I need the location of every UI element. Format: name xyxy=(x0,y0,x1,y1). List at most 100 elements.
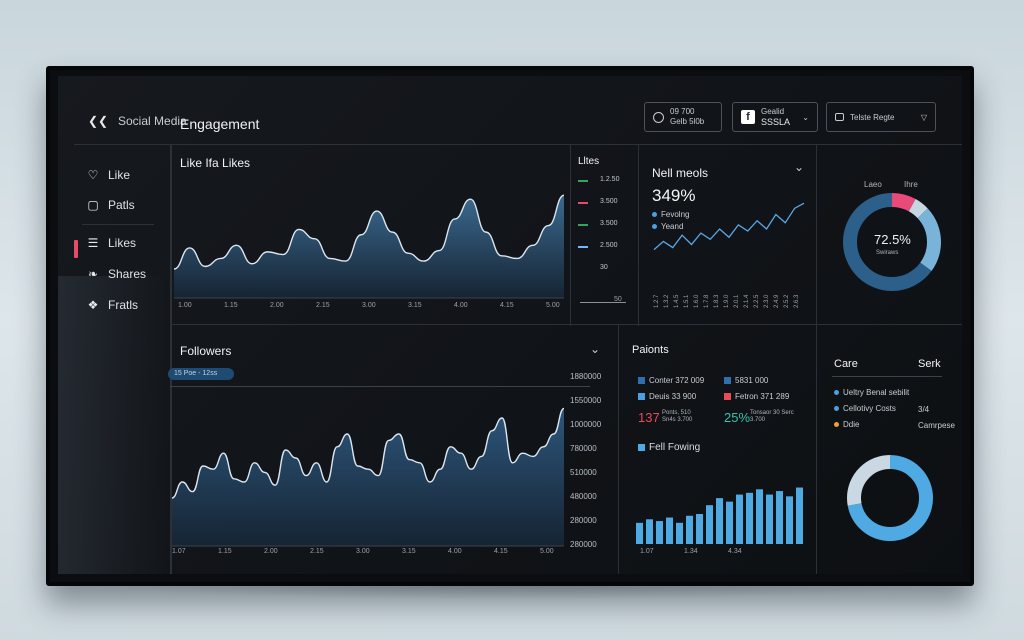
y-tick-label: 280000 xyxy=(570,540,597,549)
sidebar-separator xyxy=(82,224,154,225)
points-big-left-sub: Ponts, 510 Sn4s 3.700 xyxy=(662,410,693,423)
legend-footer: 50 xyxy=(614,296,622,303)
legend-square xyxy=(638,393,645,400)
chevron-down-icon[interactable]: ⌄ xyxy=(590,342,601,356)
followers-separator xyxy=(170,386,590,387)
legend-square xyxy=(724,393,731,400)
legend-value: 3.500 xyxy=(600,198,618,205)
followers-filter-pill[interactable]: 15 Poe - 12ss xyxy=(168,368,234,380)
follow-bar-chart xyxy=(636,487,803,544)
x-tick-label: 4.15 xyxy=(500,302,514,309)
metric-vertical-label: 1.3.2 xyxy=(664,294,670,308)
metric-vertical-label: 1.5.1 xyxy=(684,294,690,308)
legend-swatch xyxy=(578,246,588,248)
points-text: 5831 000 xyxy=(735,376,769,385)
x-tick-label: 4.15 xyxy=(494,548,508,555)
points-row-1-left: Conter 372 009 xyxy=(638,376,704,385)
care-item-label: Ueltry Benal sebilit xyxy=(843,388,910,397)
follow-bar xyxy=(706,505,713,544)
followers-panel-title: Followers xyxy=(180,344,232,358)
x-tick-label: 1.00 xyxy=(178,302,192,309)
pin-icon: ▽ xyxy=(920,112,927,122)
legend-label: Yeand xyxy=(661,222,684,231)
brand[interactable]: ❮❮ Social Media Engagement xyxy=(88,112,259,132)
legend-value: 3.500 xyxy=(600,220,618,227)
col-divider-1 xyxy=(570,144,571,326)
sidebar-divider xyxy=(170,144,172,574)
header-stat-value: 09 700 xyxy=(670,107,695,116)
sidebar-item-label: Likes xyxy=(108,236,137,250)
bars-icon: ☰ xyxy=(87,236,99,250)
care-list-item: Ddie xyxy=(834,420,859,429)
header-divider xyxy=(74,144,962,145)
points-row-1-right: 5831 000 xyxy=(724,376,768,385)
sidebar-item-likes[interactable]: ☰ Likes xyxy=(86,236,136,250)
donut-center-label: Swiraws xyxy=(876,250,899,256)
donut-label-left: Laeo xyxy=(864,180,882,189)
x-tick-label: 2.00 xyxy=(270,302,284,309)
care-separator xyxy=(832,376,942,377)
follow-bar xyxy=(746,492,753,544)
legend-square xyxy=(638,377,645,384)
account-value: SSSLA xyxy=(761,117,791,127)
metric-vertical-label: 2.3.0 xyxy=(764,294,770,308)
legend-value: 1.2.50 xyxy=(600,176,620,183)
care-item-label: Ddie xyxy=(843,420,860,429)
legend-swatch xyxy=(578,202,588,204)
x-tick-label: 2.15 xyxy=(316,302,330,309)
sidebar-item-fratls[interactable]: ❖ Fratls xyxy=(86,298,138,312)
donut-label-right: Ihre xyxy=(904,180,918,189)
donut-segment xyxy=(843,193,941,291)
legend-square xyxy=(638,444,645,451)
follow-bar xyxy=(676,522,683,544)
care-list-item: Ueltry Benal sebilit xyxy=(834,388,909,397)
points-row-2-left: Deuis 33 900 xyxy=(638,392,696,401)
care-item-value: 3/4 xyxy=(918,405,930,414)
likes-legend-title: Lltes xyxy=(578,156,600,167)
metric-vertical-label: 1.6.0 xyxy=(694,294,700,308)
sidebar-item-label: Patls xyxy=(108,198,135,212)
x-tick-label: 4.00 xyxy=(454,302,468,309)
sidebar-item-label: Shares xyxy=(108,267,147,281)
care-item-value: Camrpese xyxy=(918,421,955,430)
series-line xyxy=(173,194,565,270)
x-tick-label: 3.15 xyxy=(408,302,422,309)
points-big-left: 137 xyxy=(638,410,660,425)
follow-bar xyxy=(726,501,733,544)
x-tick-label: 1.15 xyxy=(224,302,238,309)
header-stat-box[interactable]: 09 700 Gelb 5l0b xyxy=(644,102,722,132)
follow-bar xyxy=(786,496,793,544)
sidebar-item-patls[interactable]: ▢ Patls xyxy=(86,198,135,212)
account-select[interactable]: f Gealid SSSLA ⌄ xyxy=(732,102,818,132)
metric-value: 349% xyxy=(652,186,696,205)
clock-icon xyxy=(653,111,664,123)
chevron-down-icon: ⌄ xyxy=(802,112,809,122)
follow-bar xyxy=(736,494,743,544)
active-indicator xyxy=(74,240,78,258)
metric-vertical-label: 1.9.0 xyxy=(724,294,730,308)
y-tick-label: 280000 xyxy=(570,516,597,525)
donut-segment xyxy=(847,455,933,541)
x-tick-label: 3.15 xyxy=(402,548,416,555)
sidebar-item-like[interactable]: ♡ Like xyxy=(86,168,130,182)
x-tick-label: 4.34 xyxy=(728,548,742,555)
legend-dot xyxy=(652,212,657,217)
care-panel-title-right: Serk xyxy=(918,358,941,370)
legend-dot xyxy=(652,224,657,229)
points-row-2-right: Fetron 371 289 xyxy=(724,392,789,401)
row-divider xyxy=(170,324,962,325)
bag-icon: ▢ xyxy=(87,198,99,212)
metric-vertical-label: 2.4.9 xyxy=(774,294,780,308)
care-panel-title: Care xyxy=(834,358,858,370)
series-line xyxy=(171,407,565,499)
sidebar-item-shares[interactable]: ❧ Shares xyxy=(86,267,146,281)
legend-dot xyxy=(834,390,839,395)
dashboard-screen: ❮❮ Social Media Engagement 09 700 Gelb 5… xyxy=(58,76,962,574)
legend-baseline xyxy=(580,302,626,303)
chevron-down-icon[interactable]: ⌄ xyxy=(794,160,805,174)
x-tick-label: 5.00 xyxy=(540,548,554,555)
filter-select[interactable]: Telste Regte ▽ xyxy=(826,102,936,132)
metric-legend-2: Yeand xyxy=(652,222,683,231)
y-tick-label: 480000 xyxy=(570,492,597,501)
y-tick-label: 1000000 xyxy=(570,420,602,429)
